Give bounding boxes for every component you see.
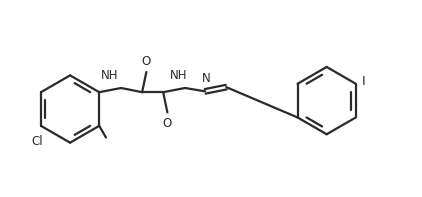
Text: NH: NH <box>100 69 118 82</box>
Text: O: O <box>142 55 151 68</box>
Text: I: I <box>362 75 366 88</box>
Text: Cl: Cl <box>32 135 43 148</box>
Text: O: O <box>163 117 172 130</box>
Text: NH: NH <box>170 69 187 82</box>
Text: N: N <box>202 72 211 85</box>
